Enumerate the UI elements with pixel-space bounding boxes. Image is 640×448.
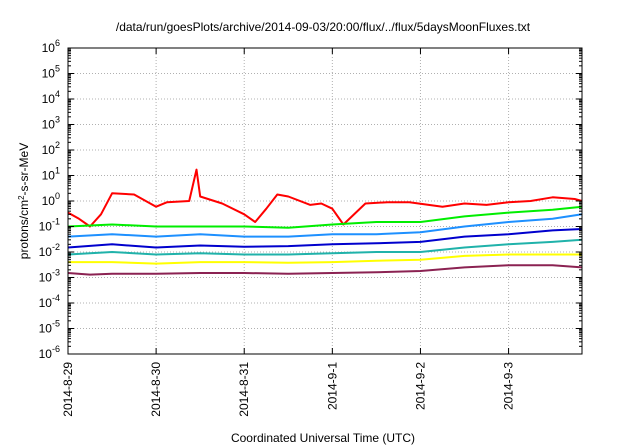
y-axis-label-suffix: -s-sr-MeV: [17, 143, 31, 196]
series-line-5: [67, 228, 583, 249]
y-tick-label: 100: [42, 191, 60, 208]
series-line-1: [67, 168, 583, 228]
y-tick-label: 10-1: [39, 217, 60, 234]
y-tick-label: 10-4: [39, 293, 60, 310]
x-axis-ticks: 2014-8-29 2014-8-30 2014-8-31 2014-9-1 2014-…: [61, 48, 516, 417]
y-tick-label: 103: [42, 115, 60, 132]
y-axis-ticks: 10-6 10-5 10-4 10-3 10-2 10-1 100 101 102 103 104 1…: [39, 38, 582, 361]
x-tick-label: 2014-8-31: [237, 362, 251, 417]
x-tick-label: 2014-8-30: [149, 362, 163, 417]
series-line-2: [67, 205, 583, 229]
y-tick-label: 10-5: [39, 319, 60, 336]
x-tick-label: 2014-9-2: [413, 362, 427, 410]
chart-title: /data/run/goesPlots/archive/2014-09-03/2…: [116, 20, 531, 34]
series-line-4: [67, 238, 583, 256]
y-tick-label: 10-2: [39, 242, 60, 259]
x-tick-label: 2014-9-3: [502, 362, 516, 410]
y-axis-label: protons/cm2-s-sr-MeV: [17, 143, 32, 259]
x-tick-label: 2014-8-29: [61, 362, 75, 417]
y-axis-label-sup: 2: [17, 195, 26, 200]
series-lines: [67, 168, 583, 276]
y-tick-label: 10-3: [39, 268, 60, 285]
y-tick-label: 104: [42, 89, 60, 106]
series-line-6: [68, 253, 582, 265]
y-tick-label: 101: [42, 166, 60, 183]
y-tick-label: 106: [42, 38, 60, 55]
series-line-3: [67, 213, 583, 238]
y-tick-label: 105: [42, 64, 60, 81]
y-axis-label-prefix: protons/cm: [17, 200, 31, 259]
y-tick-label: 102: [42, 140, 60, 157]
x-axis-label: Coordinated Universal Time (UTC): [231, 431, 415, 445]
y-tick-label: 10-6: [39, 344, 60, 361]
x-tick-label: 2014-9-1: [325, 362, 339, 410]
series-line-7: [67, 264, 583, 276]
